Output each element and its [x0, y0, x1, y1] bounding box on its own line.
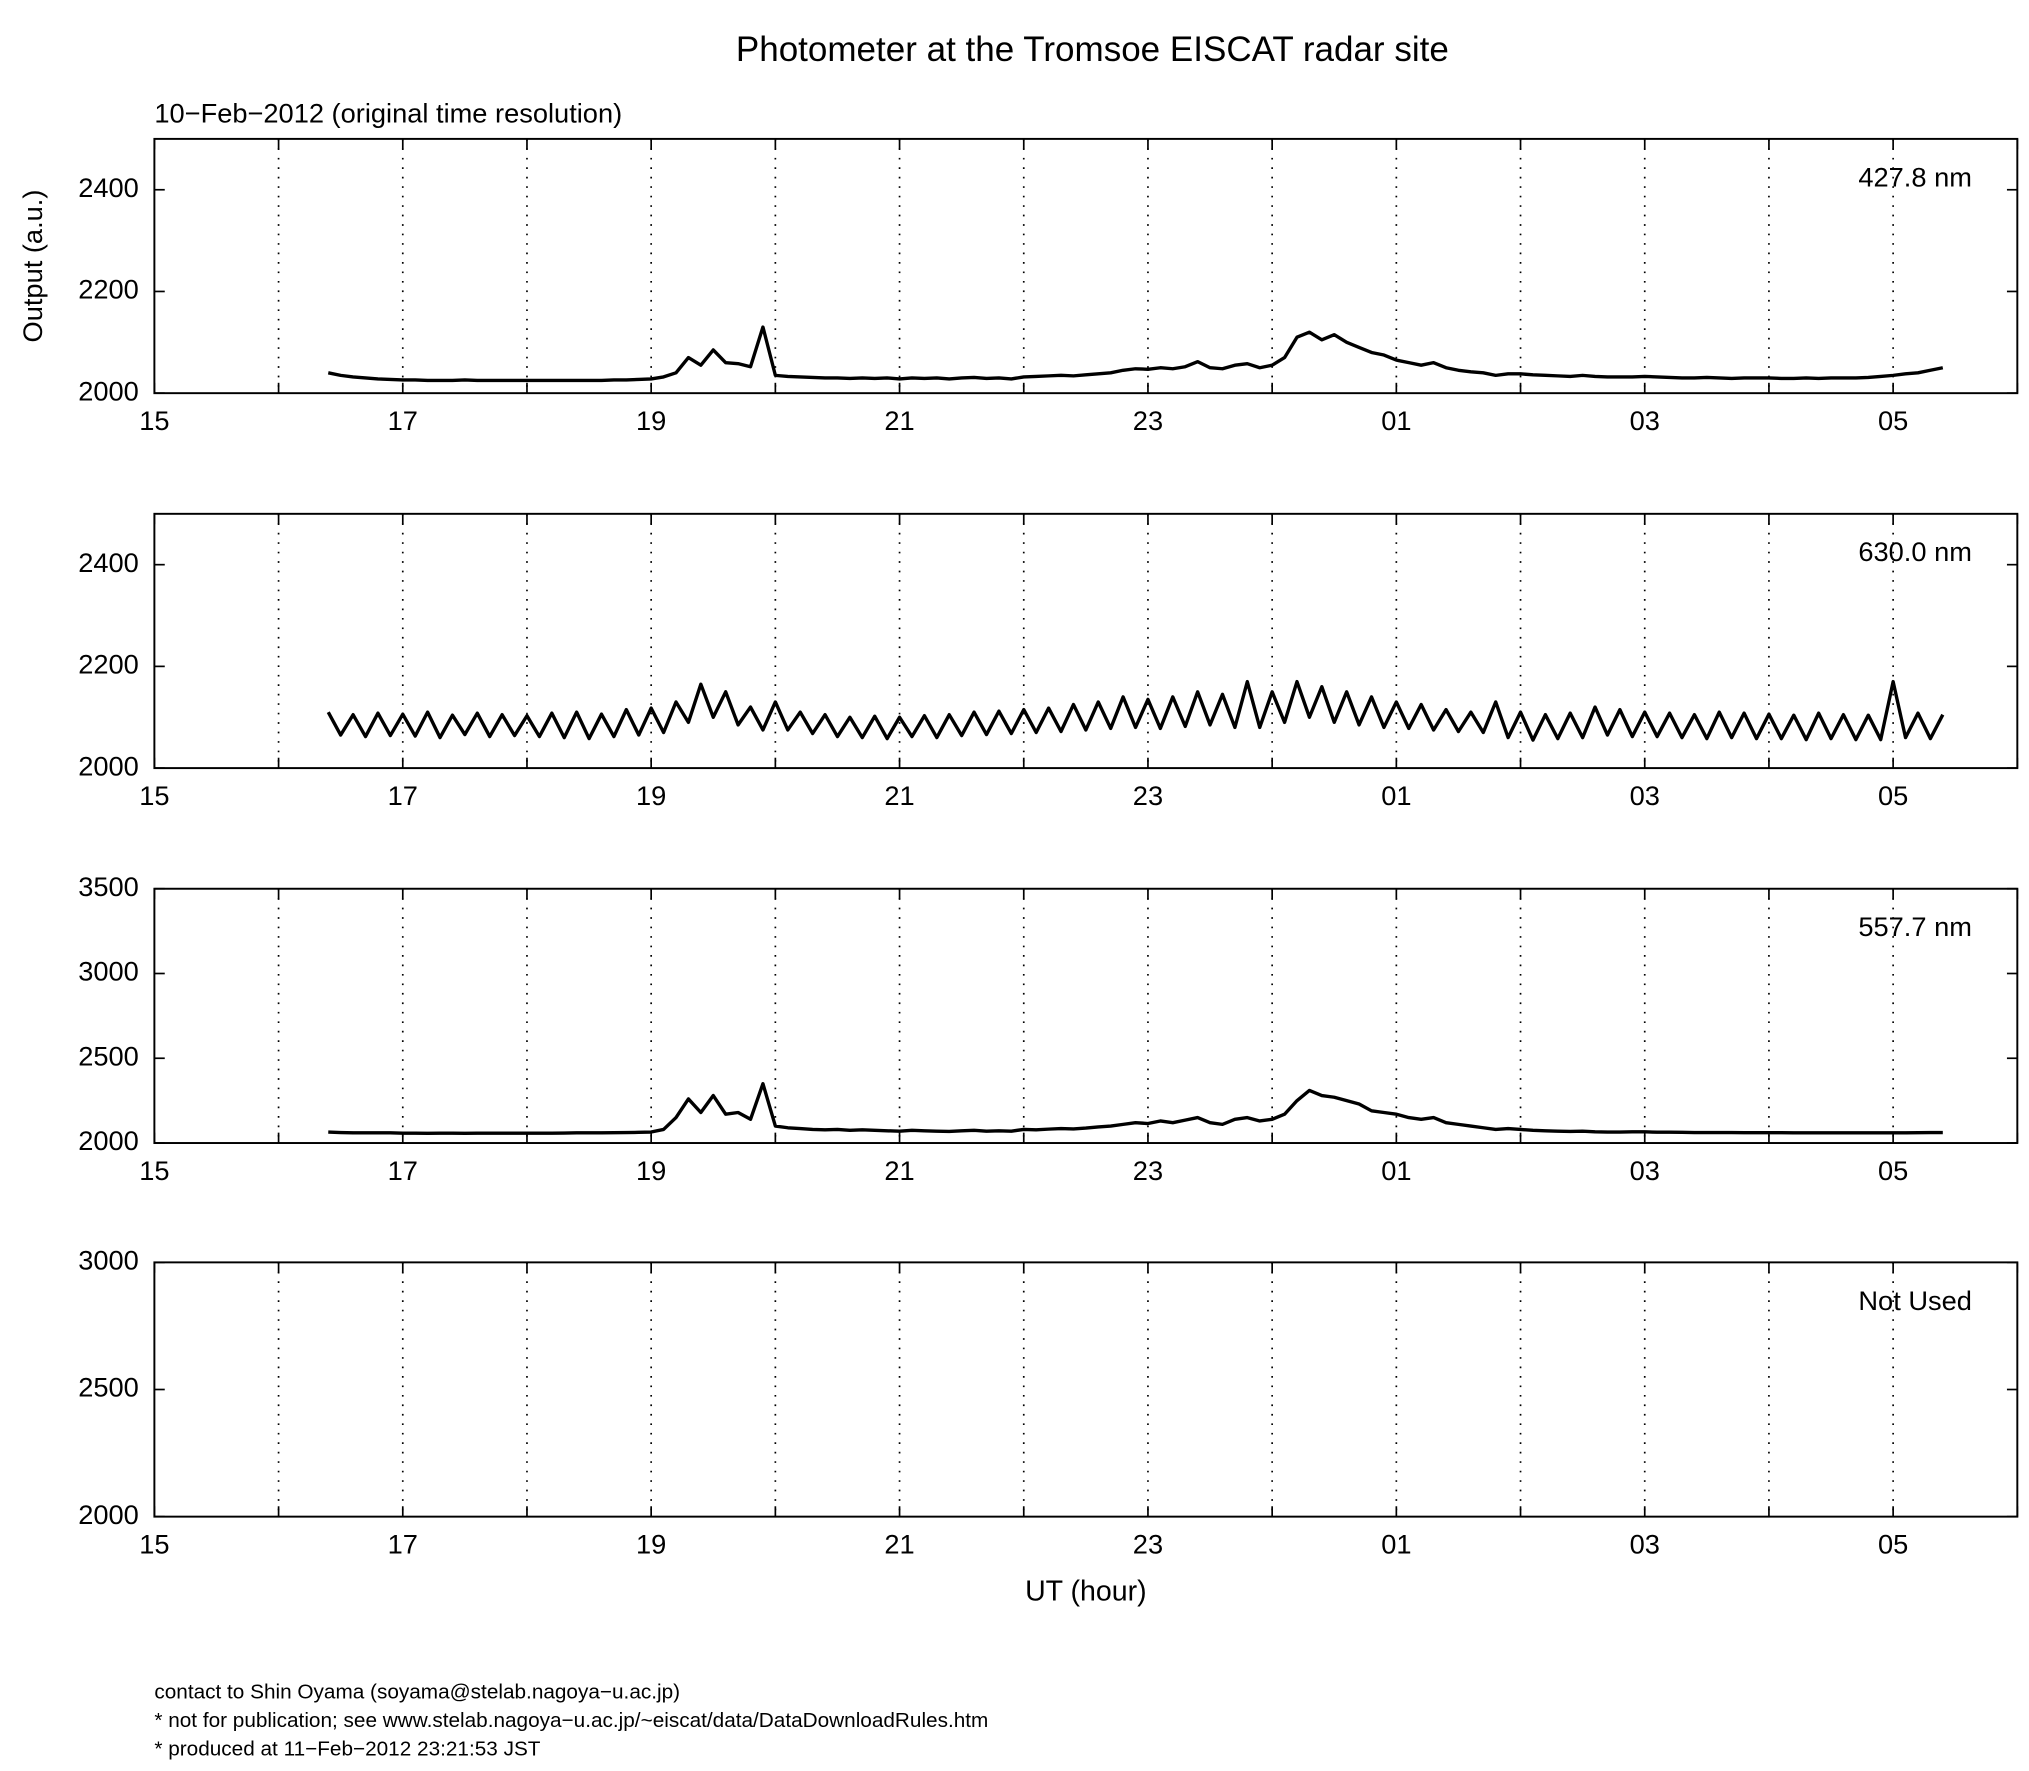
x-tick-label: 17: [388, 780, 418, 811]
panel-label: Not Used: [1858, 1285, 1972, 1316]
x-tick-label: 23: [1133, 1155, 1163, 1186]
x-tick-label: 05: [1878, 1155, 1908, 1186]
x-tick-label: 01: [1381, 405, 1411, 436]
x-tick-label: 21: [884, 780, 914, 811]
y-axis-label: Output (a.u.): [17, 190, 48, 343]
x-tick-label: 21: [884, 1529, 914, 1560]
y-tick-label: 2200: [78, 274, 139, 305]
x-tick-label: 03: [1630, 1529, 1660, 1560]
y-tick-label: 3000: [78, 956, 139, 987]
y-tick-label: 2000: [78, 1499, 139, 1530]
subtitle: 10−Feb−2012 (original time resolution): [154, 98, 622, 129]
x-axis-label: UT (hour): [1025, 1576, 1147, 1608]
footer-line: * produced at 11−Feb−2012 23:21:53 JST: [154, 1738, 540, 1761]
data-line: [328, 1082, 1943, 1136]
x-tick-label: 03: [1630, 405, 1660, 436]
x-tick-label: 01: [1381, 1529, 1411, 1560]
y-tick-label: 3500: [78, 871, 139, 902]
panel-label: 630.0 nm: [1858, 536, 1972, 567]
title: Photometer at the Tromsoe EISCAT radar s…: [736, 30, 1449, 69]
x-tick-label: 05: [1878, 780, 1908, 811]
x-tick-label: 23: [1133, 405, 1163, 436]
x-tick-label: 17: [388, 1529, 418, 1560]
x-tick-label: 15: [139, 405, 169, 436]
y-tick-label: 2400: [78, 172, 139, 203]
x-tick-label: 23: [1133, 1529, 1163, 1560]
y-tick-label: 2400: [78, 547, 139, 578]
x-tick-label: 01: [1381, 780, 1411, 811]
axes-frame: [153, 512, 2019, 770]
y-tick-label: 2000: [78, 375, 139, 406]
footer-line: * not for publication; see www.stelab.na…: [154, 1709, 988, 1732]
y-tick-label: 2000: [78, 750, 139, 781]
data-line: [326, 679, 1945, 742]
x-tick-label: 03: [1630, 1155, 1660, 1186]
x-tick-label: 21: [884, 1155, 914, 1186]
x-tick-label: 15: [139, 1155, 169, 1186]
x-tick-label: 01: [1381, 1155, 1411, 1186]
axes-frame: [153, 887, 2019, 1144]
y-tick-label: 2000: [78, 1125, 139, 1156]
y-tick-label: 2500: [78, 1040, 139, 1071]
panel-label: 427.8 nm: [1858, 161, 1972, 192]
x-tick-label: 19: [636, 780, 666, 811]
y-tick-label: 3000: [78, 1245, 139, 1276]
x-tick-label: 19: [636, 1529, 666, 1560]
panel-label: 557.7 nm: [1858, 911, 1972, 942]
x-tick-label: 15: [139, 1529, 169, 1560]
x-tick-label: 05: [1878, 1529, 1908, 1560]
x-tick-label: 17: [388, 1155, 418, 1186]
x-tick-label: 19: [636, 1155, 666, 1186]
x-tick-label: 17: [388, 405, 418, 436]
x-tick-label: 03: [1630, 780, 1660, 811]
y-tick-label: 2500: [78, 1372, 139, 1403]
footer-line: contact to Shin Oyama (soyama@stelab.nag…: [154, 1681, 680, 1704]
x-tick-label: 15: [139, 780, 169, 811]
y-tick-label: 2200: [78, 649, 139, 680]
axes-frame: [153, 137, 2019, 395]
x-tick-label: 21: [884, 405, 914, 436]
x-tick-label: 05: [1878, 405, 1908, 436]
data-line: [327, 325, 1944, 383]
axes-frame: [153, 1261, 2019, 1518]
x-tick-label: 23: [1133, 780, 1163, 811]
x-tick-label: 19: [636, 405, 666, 436]
